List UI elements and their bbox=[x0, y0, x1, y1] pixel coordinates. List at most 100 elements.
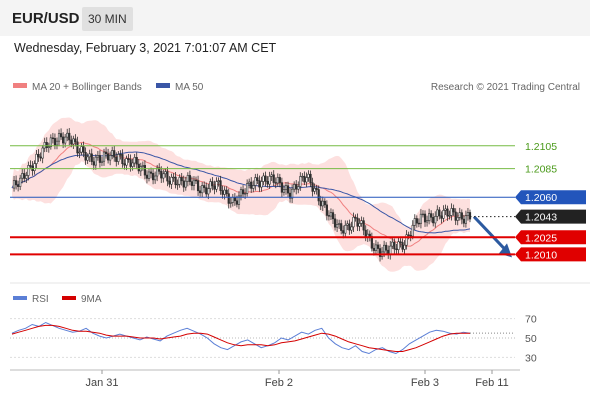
candle-body bbox=[141, 165, 144, 167]
candle-body bbox=[55, 140, 59, 146]
candle-body bbox=[243, 193, 247, 195]
candle-body bbox=[154, 175, 157, 181]
candle-body bbox=[460, 212, 463, 220]
candle-body bbox=[231, 196, 234, 203]
candle-body bbox=[164, 171, 167, 175]
candle-body bbox=[235, 200, 239, 205]
candle-body bbox=[143, 165, 147, 176]
candle-body bbox=[442, 210, 445, 219]
candle-body bbox=[425, 220, 429, 223]
candle-body bbox=[462, 218, 465, 224]
candle-body bbox=[158, 167, 161, 172]
candle-body bbox=[219, 180, 222, 191]
candle-body bbox=[23, 173, 26, 179]
candle-body bbox=[340, 223, 343, 231]
candle-body bbox=[391, 241, 394, 247]
candle-body bbox=[407, 234, 410, 236]
candle-body bbox=[403, 244, 406, 250]
candle-body bbox=[86, 156, 89, 161]
rsi-tick-50: 50 bbox=[525, 333, 537, 345]
candle-body bbox=[62, 136, 65, 144]
candle-body bbox=[327, 215, 331, 217]
candle-body bbox=[49, 137, 52, 148]
candle-body bbox=[288, 192, 292, 199]
candle-body bbox=[84, 152, 87, 161]
candle-body bbox=[378, 248, 382, 257]
candle-body bbox=[106, 153, 110, 161]
level-tag-text-1.2060: 1.2060 bbox=[525, 192, 557, 204]
candle-body bbox=[162, 173, 165, 179]
candle-body bbox=[342, 230, 345, 234]
candle-body bbox=[274, 182, 277, 184]
rsi-legend-label: RSI bbox=[32, 294, 49, 305]
candle-body bbox=[186, 175, 189, 182]
candle-body bbox=[325, 204, 328, 216]
rsi-line bbox=[11, 321, 471, 355]
candle-body bbox=[299, 176, 302, 187]
level-tag-text-1.2010: 1.2010 bbox=[525, 249, 557, 261]
candle-body bbox=[393, 241, 396, 250]
candle-body bbox=[109, 155, 112, 161]
ma50-legend-swatch bbox=[156, 83, 170, 88]
candle-body bbox=[301, 175, 304, 178]
candle-body bbox=[239, 189, 243, 197]
candle-body bbox=[176, 183, 179, 186]
candle-body bbox=[96, 155, 99, 158]
candle-body bbox=[92, 161, 95, 166]
rsi-ma-legend-label: 9MA bbox=[81, 294, 102, 305]
candle-body bbox=[229, 202, 232, 204]
candle-body bbox=[417, 222, 420, 225]
x-axis: Jan 31 Feb 2 Feb 3 Feb 11 bbox=[85, 370, 509, 389]
candle-body bbox=[436, 209, 439, 217]
candle-body bbox=[258, 180, 261, 188]
ma50-legend-label: MA 50 bbox=[175, 82, 204, 93]
timeframe-button[interactable]: 30 MIN bbox=[82, 7, 133, 31]
candle-body bbox=[286, 185, 290, 194]
candle-body bbox=[74, 138, 77, 143]
candle-body bbox=[372, 247, 376, 251]
candle-body bbox=[145, 174, 149, 179]
candle-body bbox=[51, 137, 54, 139]
candle-body bbox=[151, 173, 155, 181]
candle-body bbox=[192, 179, 196, 186]
candle-body bbox=[172, 176, 175, 179]
candle-body bbox=[333, 218, 337, 228]
candle-body bbox=[297, 186, 300, 190]
candle-body bbox=[413, 218, 416, 226]
candle-body bbox=[21, 173, 24, 179]
candle-body bbox=[262, 175, 265, 182]
candle-body bbox=[352, 216, 355, 228]
candle-body bbox=[338, 223, 341, 225]
candle-body bbox=[113, 150, 116, 158]
candle-body bbox=[309, 173, 312, 184]
candle-body bbox=[57, 133, 61, 142]
candle-body bbox=[184, 180, 187, 188]
candle-body bbox=[268, 175, 271, 185]
forecast-arrow-shaft bbox=[472, 215, 508, 252]
candle-body bbox=[270, 174, 273, 177]
candle-body bbox=[440, 215, 443, 219]
candle-body bbox=[213, 185, 216, 190]
candle-body bbox=[174, 176, 177, 185]
candle-body bbox=[264, 175, 267, 182]
candle-body bbox=[125, 158, 128, 166]
level-tag-1.2060 bbox=[515, 190, 586, 205]
candle-body bbox=[450, 208, 453, 216]
candle-body bbox=[280, 182, 283, 193]
candle-body bbox=[19, 177, 22, 187]
candle-body bbox=[102, 151, 106, 162]
x-tick-label: Jan 31 bbox=[85, 377, 118, 389]
candle-body bbox=[305, 177, 308, 183]
rsi-plot: 70 50 30 bbox=[10, 314, 537, 364]
candle-body bbox=[452, 208, 455, 213]
candle-body bbox=[35, 153, 38, 164]
candle-body bbox=[278, 177, 281, 183]
candle-body bbox=[468, 212, 472, 220]
candle-body bbox=[252, 185, 255, 189]
candle-body bbox=[205, 187, 208, 195]
candle-body bbox=[293, 184, 296, 190]
candle-body bbox=[331, 212, 335, 220]
candle-body bbox=[405, 234, 408, 246]
candle-body bbox=[246, 183, 249, 194]
